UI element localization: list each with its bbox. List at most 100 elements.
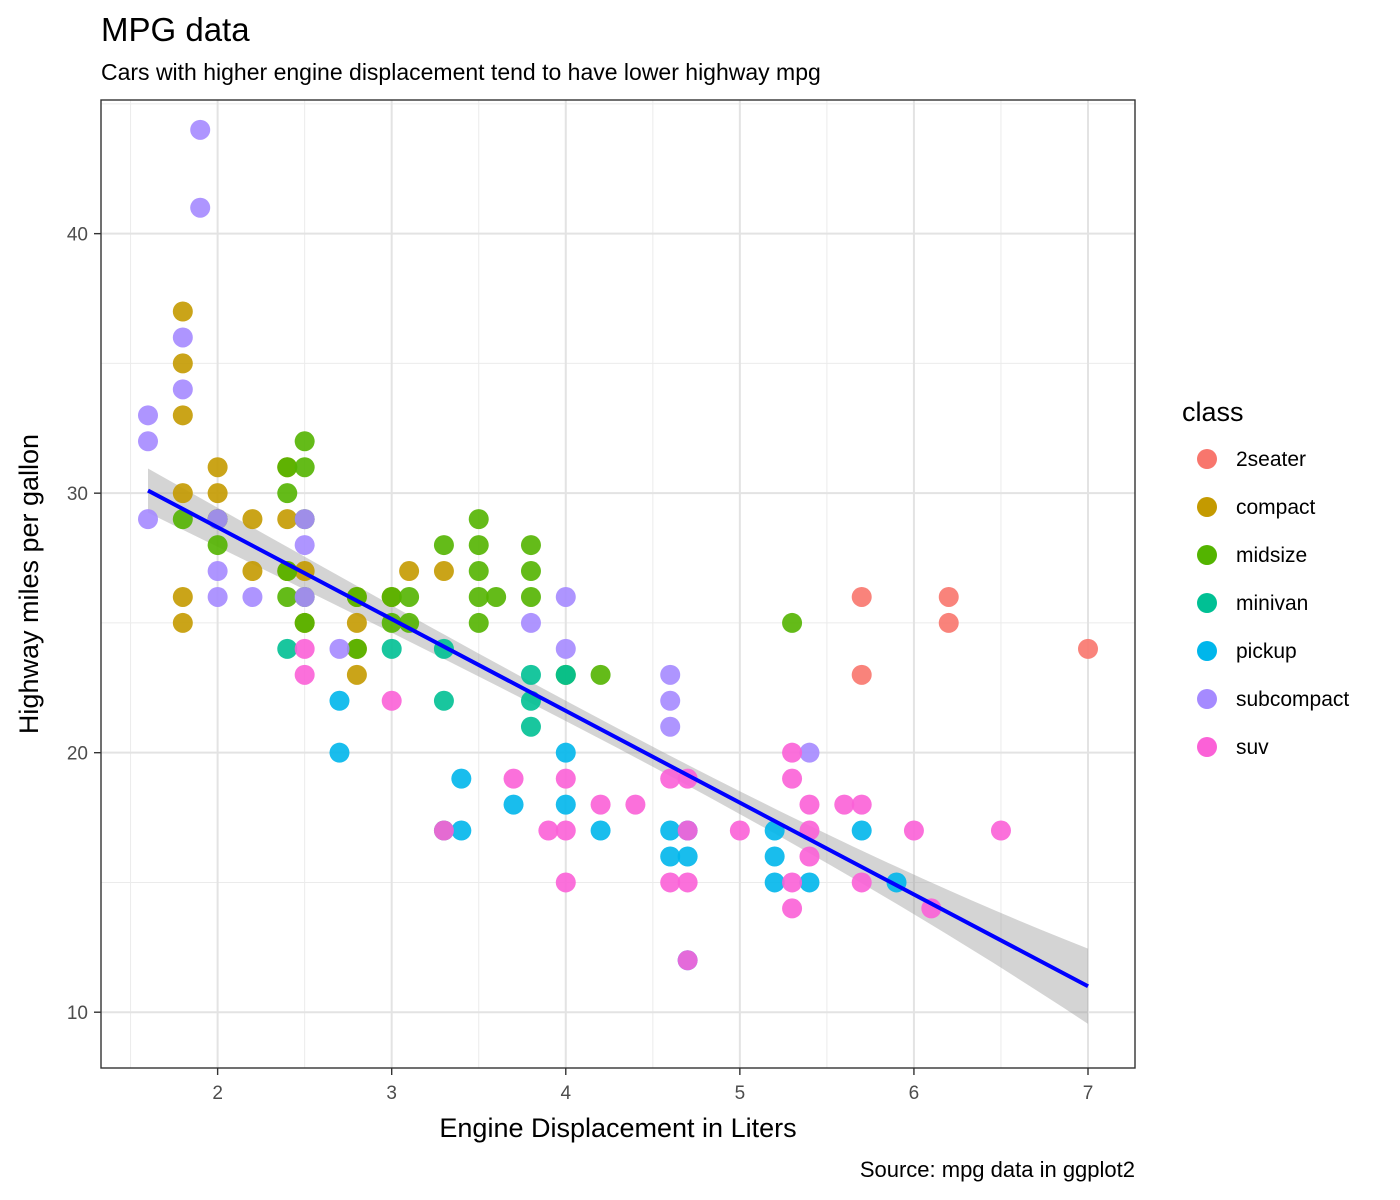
- data-point-midsize: [468, 535, 489, 556]
- legend-label-suv: suv: [1236, 736, 1269, 759]
- data-point-minivan: [277, 638, 298, 659]
- data-point-suv: [503, 768, 524, 789]
- data-point-compact: [172, 483, 193, 504]
- data-point-minivan: [520, 716, 541, 737]
- data-point-compact: [399, 561, 420, 582]
- data-point-midsize: [207, 535, 228, 556]
- data-point-suv: [834, 794, 855, 815]
- data-point-suv: [294, 638, 315, 659]
- data-point-suv: [660, 768, 681, 789]
- data-point-suv: [782, 768, 803, 789]
- data-point-midsize: [520, 561, 541, 582]
- data-point-midsize: [381, 586, 402, 607]
- data-point-subcompact: [190, 197, 211, 218]
- major-gridlines: [101, 100, 1135, 1068]
- data-point-compact: [172, 353, 193, 374]
- data-point-suv: [782, 742, 803, 763]
- data-point-pickup: [799, 872, 820, 893]
- chart-subtitle: Cars with higher engine displacement ten…: [101, 59, 821, 85]
- data-point-2seater: [851, 586, 872, 607]
- data-point-minivan: [520, 664, 541, 685]
- data-point-suv: [590, 794, 611, 815]
- data-point-minivan: [381, 638, 402, 659]
- data-point-pickup: [451, 768, 472, 789]
- data-point-pickup: [329, 742, 350, 763]
- legend-label-2seater: 2seater: [1236, 448, 1306, 471]
- data-point-pickup: [329, 690, 350, 711]
- data-point-compact: [346, 664, 367, 685]
- legend-label-subcompact: subcompact: [1236, 688, 1349, 711]
- data-point-pickup: [660, 846, 681, 867]
- data-point-compact: [242, 561, 263, 582]
- data-point-subcompact: [555, 586, 576, 607]
- data-point-suv: [555, 872, 576, 893]
- data-point-pickup: [851, 820, 872, 841]
- data-point-compact: [172, 612, 193, 633]
- data-point-midsize: [399, 612, 420, 633]
- data-point-subcompact: [138, 405, 158, 426]
- legend-label-midsize: midsize: [1236, 544, 1307, 567]
- data-point-suv: [851, 794, 872, 815]
- data-point-midsize: [486, 586, 507, 607]
- legend: class 2seater compact midsize minivan pickup…: [1182, 397, 1349, 759]
- data-point-suv: [782, 872, 803, 893]
- data-point-pickup: [677, 846, 698, 867]
- data-point-suv: [677, 820, 698, 841]
- x-tick-label: 5: [735, 1083, 746, 1104]
- data-point-pickup: [451, 820, 472, 841]
- data-point-midsize: [468, 509, 489, 530]
- legend-label-minivan: minivan: [1236, 592, 1308, 615]
- data-point-compact: [242, 509, 263, 530]
- data-point-2seater: [851, 664, 872, 685]
- data-point-compact: [172, 586, 193, 607]
- data-point-compact: [277, 509, 298, 530]
- data-point-midsize: [277, 586, 298, 607]
- legend-label-compact: compact: [1236, 496, 1316, 519]
- y-tick-label: 40: [67, 225, 88, 246]
- data-point-suv: [381, 690, 402, 711]
- data-point-pickup: [764, 872, 785, 893]
- legend-key-subcompact: [1197, 689, 1217, 709]
- legend-items: 2seater compact midsize minivan pickup subcom…: [1197, 448, 1349, 759]
- legend-title: class: [1182, 397, 1244, 427]
- legend-key-compact: [1197, 497, 1217, 517]
- data-point-midsize: [468, 586, 489, 607]
- legend-key-suv: [1197, 737, 1217, 757]
- chart-title: MPG data: [101, 11, 250, 48]
- data-point-suv: [799, 846, 820, 867]
- x-tick-label: 3: [386, 1083, 397, 1104]
- trend-line: [147, 488, 1089, 989]
- data-point-pickup: [555, 794, 576, 815]
- x-tick-label: 2: [212, 1083, 223, 1104]
- y-axis: 10 20 30 40: [67, 225, 101, 1024]
- data-point-pickup: [660, 820, 681, 841]
- data-point-midsize: [782, 612, 803, 633]
- data-point-suv: [782, 898, 803, 919]
- data-point-midsize: [520, 535, 541, 556]
- data-point-suv: [294, 664, 315, 685]
- data-point-pickup: [590, 820, 611, 841]
- data-point-midsize: [520, 586, 541, 607]
- data-point-suv: [851, 872, 872, 893]
- x-tick-label: 7: [1083, 1083, 1094, 1104]
- x-tick-label: 6: [909, 1083, 920, 1104]
- data-point-pickup: [555, 742, 576, 763]
- data-point-compact: [433, 561, 454, 582]
- data-point-minivan: [433, 690, 454, 711]
- data-point-subcompact: [329, 638, 350, 659]
- data-point-suv: [903, 820, 924, 841]
- data-point-compact: [172, 405, 193, 426]
- data-point-suv: [921, 898, 942, 919]
- legend-key-minivan: [1197, 593, 1217, 613]
- x-axis: 2 3 4 5 6 7: [212, 1068, 1093, 1104]
- data-point-midsize: [346, 638, 367, 659]
- data-point-subcompact: [520, 612, 541, 633]
- legend-key-midsize: [1197, 545, 1217, 565]
- x-tick-label: 4: [560, 1083, 571, 1104]
- data-point-2seater: [1078, 638, 1098, 659]
- data-point-subcompact: [799, 742, 820, 763]
- data-point-compact: [172, 301, 193, 322]
- data-point-suv: [625, 794, 646, 815]
- confidence-band: [148, 468, 1088, 1024]
